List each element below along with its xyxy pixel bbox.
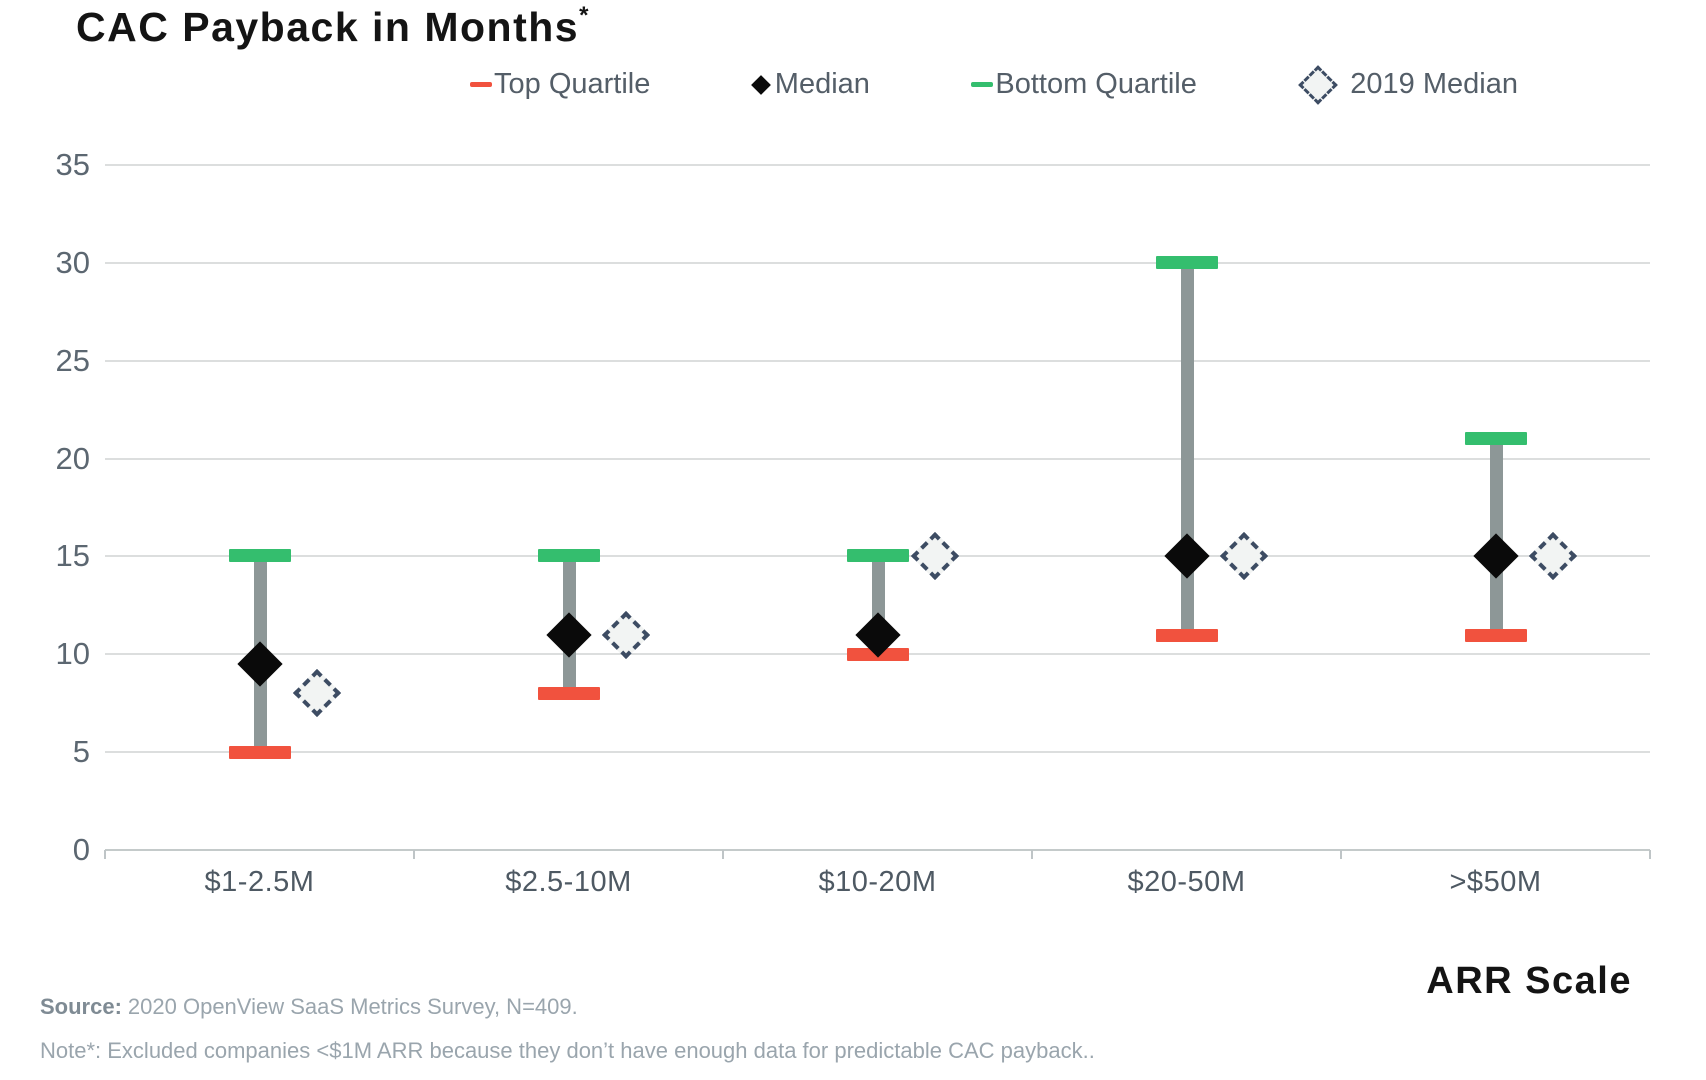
top-quartile-marker xyxy=(228,746,291,760)
bottom-quartile-marker xyxy=(228,549,291,563)
y-axis-tick-label: 10 xyxy=(55,636,90,672)
x-axis-tick xyxy=(104,850,106,859)
quartile-range-bar xyxy=(1180,262,1194,635)
top-quartile-dash-icon xyxy=(470,82,492,87)
x-axis-line xyxy=(105,849,1650,851)
median-marker xyxy=(545,612,592,658)
median-2019-marker xyxy=(601,610,650,659)
y-axis-tick-label: 15 xyxy=(55,538,90,574)
source-note: Source: 2020 OpenView SaaS Metrics Survey… xyxy=(40,994,578,1020)
x-category-label: $20-50M xyxy=(1127,866,1246,898)
bottom-quartile-marker xyxy=(1155,255,1218,269)
x-axis-title: ARR Scale xyxy=(1426,960,1632,1002)
chart-title-text: CAC Payback in Months xyxy=(76,4,580,50)
footnote: Note*: Excluded companies <$1M ARR becau… xyxy=(40,1038,1095,1063)
top-quartile-marker xyxy=(1155,628,1218,642)
legend-item-top-quartile: Top Quartile xyxy=(470,68,650,101)
median-marker xyxy=(236,641,283,687)
median-2019-marker xyxy=(292,669,341,718)
x-axis-tick xyxy=(1340,850,1342,859)
legend-item-2019-median: 2019 Median xyxy=(1298,64,1518,105)
bottom-quartile-marker xyxy=(1464,432,1527,445)
legend-item-median: Median xyxy=(750,68,870,101)
median-marker xyxy=(1472,533,1519,580)
y-axis-tick-label: 0 xyxy=(72,832,90,867)
bottom-quartile-marker xyxy=(846,549,909,563)
legend-label: Top Quartile xyxy=(494,68,651,100)
median-marker xyxy=(1163,533,1210,580)
x-category-label: $10-20M xyxy=(818,866,937,898)
y-axis-tick-label: 20 xyxy=(55,440,90,476)
median-2019-marker xyxy=(1219,532,1268,581)
x-axis-tick xyxy=(413,850,415,859)
median-2019-marker xyxy=(910,532,959,581)
x-category-label: >$50M xyxy=(1449,866,1542,898)
gridline-35 xyxy=(105,164,1650,166)
legend-label: Bottom Quartile xyxy=(995,68,1197,100)
y-axis-tick-label: 5 xyxy=(72,734,90,770)
x-axis-tick xyxy=(722,850,724,859)
gridline-25 xyxy=(105,359,1650,362)
gridline-5 xyxy=(105,751,1650,754)
x-category-label: $2.5-10M xyxy=(505,866,632,898)
chart-title-asterisk: * xyxy=(579,2,590,29)
legend-label: 2019 Median xyxy=(1350,68,1518,100)
legend: Top Quartile Median Bottom Quartile 2019… xyxy=(470,64,1518,105)
chart-title: CAC Payback in Months* xyxy=(76,2,590,51)
top-quartile-marker xyxy=(537,687,600,701)
source-label: Source: xyxy=(40,994,122,1019)
source-text: 2020 OpenView SaaS Metrics Survey, N=409… xyxy=(127,994,578,1019)
median-2019-marker xyxy=(1528,532,1577,581)
gridline-20 xyxy=(105,457,1650,460)
bottom-quartile-dash-icon xyxy=(971,82,994,87)
bottom-quartile-marker xyxy=(537,549,600,563)
x-category-label: $1-2.5M xyxy=(204,866,315,898)
top-quartile-marker xyxy=(1464,628,1527,642)
y-axis-tick-label: 30 xyxy=(55,244,90,280)
y-axis-tick-label: 25 xyxy=(55,342,90,378)
gridline-30 xyxy=(105,261,1650,264)
legend-item-bottom-quartile: Bottom Quartile xyxy=(971,68,1197,101)
x-axis-tick xyxy=(1031,850,1033,859)
y-axis-tick-label: 35 xyxy=(55,147,90,182)
x-axis-tick xyxy=(1649,850,1651,859)
legend-label: Median xyxy=(774,68,870,100)
